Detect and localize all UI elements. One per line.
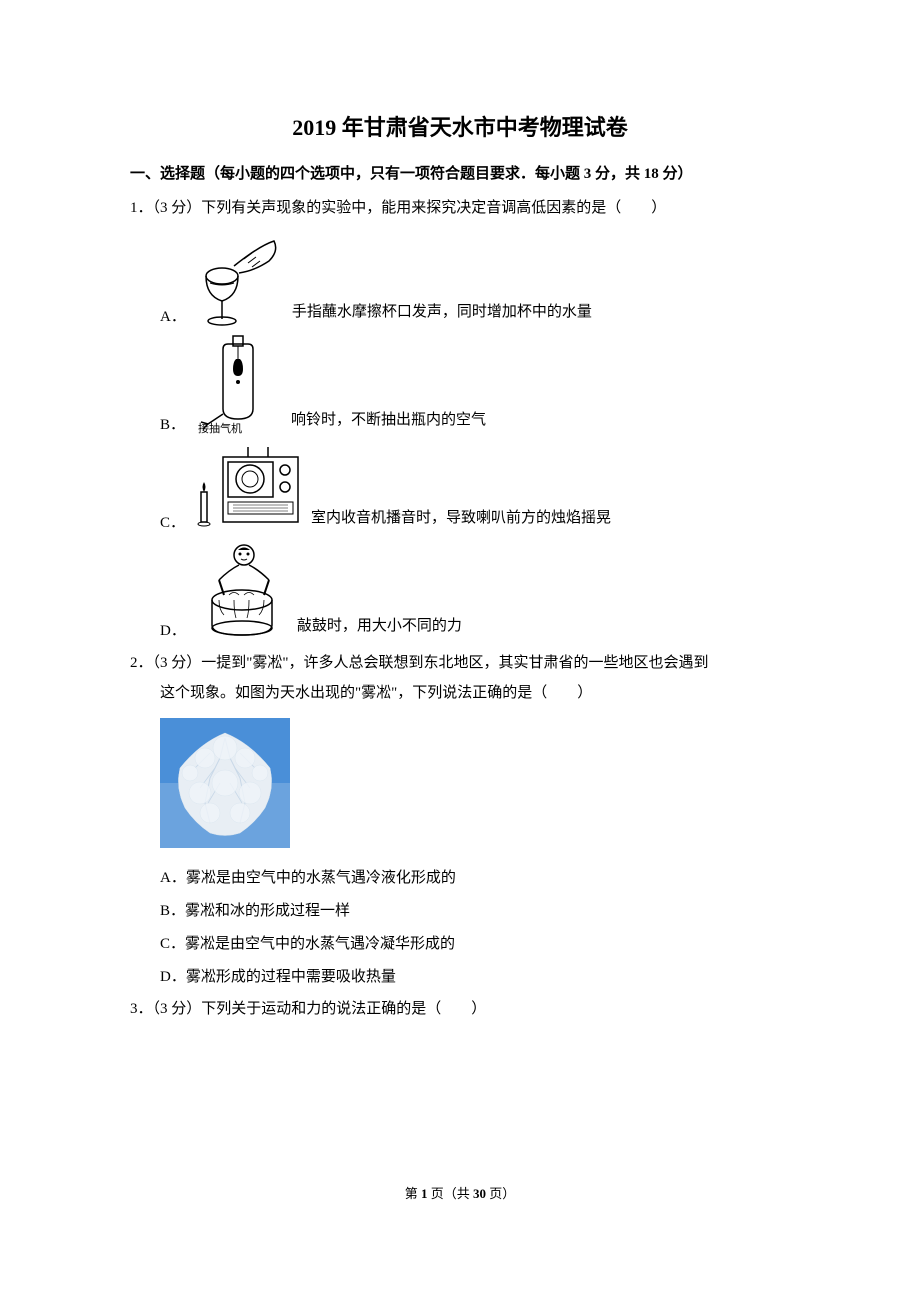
q2-option-a: A．雾凇是由空气中的水蒸气遇冷液化形成的 bbox=[160, 862, 790, 895]
section-header: 一、选择题（每小题的四个选项中，只有一项符合题目要求．每小题 3 分，共 18 … bbox=[130, 162, 790, 183]
footer-middle: 页（共 bbox=[427, 1186, 473, 1201]
glass-hand-icon bbox=[194, 231, 284, 326]
q1-d-text: 敲鼓时，用大小不同的力 bbox=[297, 613, 462, 640]
question-1: 1．（3 分）下列有关声现象的实验中，能用来探究决定音调高低因素的是（ ） bbox=[130, 193, 790, 223]
q1-option-b: B． 接抽气机 响铃时，不断抽出瓶内的空气 bbox=[160, 334, 790, 434]
frost-tree-image bbox=[160, 718, 790, 848]
q2-text-line1: 2．（3 分）一提到"雾凇"，许多人总会联想到东北地区，其实甘肃省的一些地区也会… bbox=[130, 648, 790, 678]
footer-prefix: 第 bbox=[405, 1186, 421, 1201]
option-label-a: A． bbox=[160, 305, 186, 326]
option-label-d: D． bbox=[160, 619, 186, 640]
q1-b-text: 响铃时，不断抽出瓶内的空气 bbox=[291, 407, 486, 434]
q1-option-d: D． 敲鼓时，用大小不同的力 bbox=[160, 540, 790, 640]
option-label-b: B． bbox=[160, 413, 185, 434]
footer-suffix: 页） bbox=[486, 1186, 515, 1201]
question-3: 3．（3 分）下列关于运动和力的说法正确的是（ ） bbox=[130, 994, 790, 1024]
q2-option-c: C．雾凇是由空气中的水蒸气遇冷凝华形成的 bbox=[160, 928, 790, 961]
q2-text-line2: 这个现象。如图为天水出现的"雾凇"，下列说法正确的是（ ） bbox=[160, 678, 790, 708]
page-footer: 第 1 页（共 30 页） bbox=[0, 1183, 920, 1202]
q1-a-text: 手指蘸水摩擦杯口发声，同时增加杯中的水量 bbox=[292, 299, 592, 326]
radio-candle-icon bbox=[193, 442, 303, 532]
exam-title: 2019 年甘肃省天水市中考物理试卷 bbox=[130, 110, 790, 142]
q2-option-b: B．雾凇和冰的形成过程一样 bbox=[160, 895, 790, 928]
bell-jar-icon: 接抽气机 bbox=[193, 334, 283, 434]
q1-c-text: 室内收音机播音时，导致喇叭前方的烛焰摇晃 bbox=[311, 505, 611, 532]
drum-person-icon bbox=[194, 540, 289, 640]
option-label-c: C． bbox=[160, 511, 185, 532]
svg-text:接抽气机: 接抽气机 bbox=[198, 421, 242, 434]
q2-option-d: D．雾凇形成的过程中需要吸收热量 bbox=[160, 961, 790, 994]
question-2: 2．（3 分）一提到"雾凇"，许多人总会联想到东北地区，其实甘肃省的一些地区也会… bbox=[130, 648, 790, 708]
q2-options: A．雾凇是由空气中的水蒸气遇冷液化形成的 B．雾凇和冰的形成过程一样 C．雾凇是… bbox=[160, 862, 790, 994]
q1-option-c: C． 室内收音机播音时，导致喇叭前方的烛焰摇晃 bbox=[160, 442, 790, 532]
q1-option-a: A． 手指蘸水摩擦杯口发声，同时增加杯中的水量 bbox=[160, 231, 790, 326]
q1-text: 1．（3 分）下列有关声现象的实验中，能用来探究决定音调高低因素的是（ ） bbox=[130, 193, 790, 223]
footer-total: 30 bbox=[473, 1186, 486, 1201]
